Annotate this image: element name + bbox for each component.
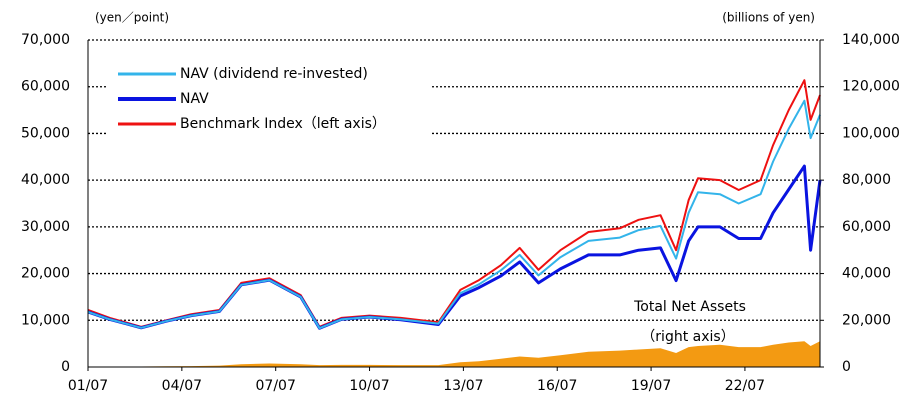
y-tick-label: 30,000	[21, 219, 70, 235]
x-tick-label: 10/07	[349, 378, 389, 394]
y2-tick-label: 100,000	[842, 125, 900, 141]
legend-label: NAV (dividend re-invested)	[180, 66, 368, 82]
area	[88, 341, 820, 367]
y-tick-label: 50,000	[21, 125, 70, 141]
y-tick-label: 10,000	[21, 312, 70, 328]
y-tick-label: 20,000	[21, 266, 70, 282]
y-tick-label: 60,000	[21, 79, 70, 95]
y2-tick-label: 40,000	[842, 266, 891, 282]
x-tick-label: 22/07	[725, 378, 765, 394]
legend-label: NAV	[180, 91, 209, 107]
legend-label: Benchmark Index（left axis）	[180, 116, 386, 132]
y2-tick-label: 80,000	[842, 172, 891, 188]
y-tick-label: 0	[61, 359, 70, 375]
y2-tick-label: 140,000	[842, 32, 900, 48]
x-tick-label: 07/07	[256, 378, 296, 394]
y2-tick-label: 0	[842, 359, 851, 375]
y2-tick-label: 20,000	[842, 312, 891, 328]
x-tick-label: 01/07	[68, 378, 108, 394]
annotation: Total Net Assets	[633, 299, 746, 315]
annotation: （right axis）	[641, 329, 734, 345]
x-tick-label: 16/07	[537, 378, 577, 394]
y-unit-label: (yen／point)	[95, 11, 169, 25]
y-tick-label: 40,000	[21, 172, 70, 188]
line	[87, 99, 821, 330]
y-tick-label: 70,000	[21, 32, 70, 48]
y2-unit-label: (billions of yen)	[722, 11, 815, 25]
x-tick-label: 04/07	[162, 378, 202, 394]
y2-tick-label: 120,000	[842, 79, 900, 95]
x-tick-label: 19/07	[631, 378, 671, 394]
y2-tick-label: 60,000	[842, 219, 891, 235]
x-tick-label: 13/07	[443, 378, 483, 394]
